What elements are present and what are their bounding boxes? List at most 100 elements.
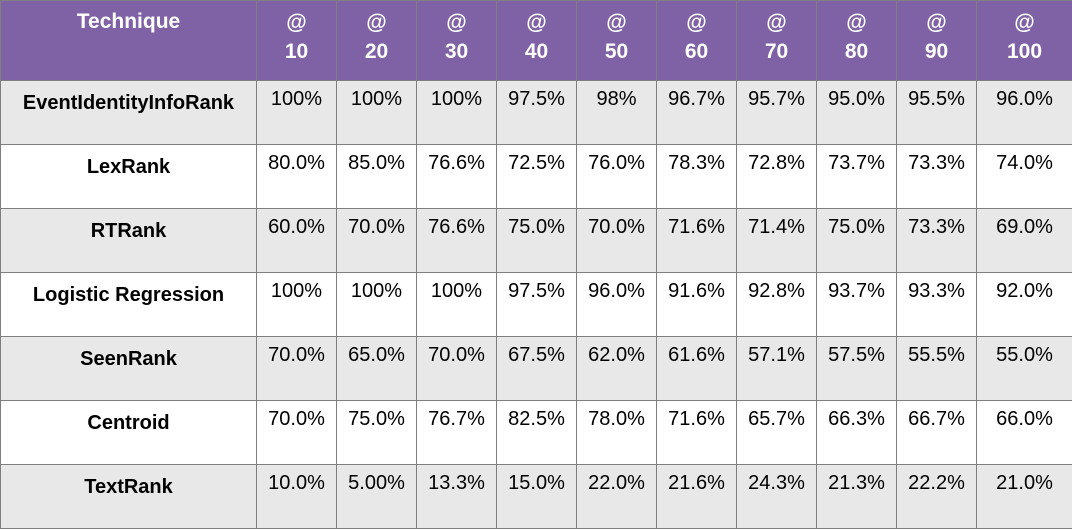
value-cell: 60.0%: [257, 209, 337, 273]
column-header-at-80: @80: [817, 1, 897, 81]
column-value-label: 60: [685, 40, 708, 63]
value-cell: 5.00%: [337, 465, 417, 529]
value-cell: 95.7%: [737, 81, 817, 145]
value-cell: 71.6%: [657, 401, 737, 465]
value-cell: 65.0%: [337, 337, 417, 401]
value-cell: 98%: [577, 81, 657, 145]
value-cell: 92.8%: [737, 273, 817, 337]
value-cell: 66.0%: [977, 401, 1072, 465]
value-cell: 78.3%: [657, 145, 737, 209]
header-row: Technique @10@20@30@40@50@60@70@80@90@10…: [1, 1, 1072, 81]
column-value-label: 10: [285, 40, 308, 63]
value-cell: 78.0%: [577, 401, 657, 465]
column-header-at-20: @20: [337, 1, 417, 81]
at-symbol: @: [337, 1, 416, 37]
technique-header: Technique: [1, 1, 257, 81]
column-value-label: 90: [925, 40, 948, 63]
at-symbol: @: [577, 1, 656, 37]
value-cell: 97.5%: [497, 81, 577, 145]
value-cell: 100%: [257, 273, 337, 337]
at-symbol: @: [497, 1, 576, 37]
value-cell: 76.0%: [577, 145, 657, 209]
value-cell: 80.0%: [257, 145, 337, 209]
value-cell: 66.3%: [817, 401, 897, 465]
value-cell: 82.5%: [497, 401, 577, 465]
value-cell: 72.5%: [497, 145, 577, 209]
value-cell: 22.2%: [897, 465, 977, 529]
value-cell: 75.0%: [337, 401, 417, 465]
value-cell: 95.0%: [817, 81, 897, 145]
column-header-at-100: @100: [977, 1, 1072, 81]
at-symbol: @: [737, 1, 816, 37]
value-cell: 66.7%: [897, 401, 977, 465]
column-header-at-90: @90: [897, 1, 977, 81]
value-cell: 10.0%: [257, 465, 337, 529]
column-value-label: 70: [765, 40, 788, 63]
value-cell: 95.5%: [897, 81, 977, 145]
column-value-label: 30: [445, 40, 468, 63]
value-cell: 69.0%: [977, 209, 1072, 273]
value-cell: 100%: [417, 273, 497, 337]
value-cell: 76.6%: [417, 209, 497, 273]
value-cell: 97.5%: [497, 273, 577, 337]
value-cell: 100%: [257, 81, 337, 145]
value-cell: 21.0%: [977, 465, 1072, 529]
value-cell: 73.3%: [897, 145, 977, 209]
value-cell: 71.6%: [657, 209, 737, 273]
value-cell: 70.0%: [337, 209, 417, 273]
value-cell: 13.3%: [417, 465, 497, 529]
at-symbol: @: [657, 1, 736, 37]
value-cell: 100%: [417, 81, 497, 145]
value-cell: 70.0%: [257, 401, 337, 465]
value-cell: 100%: [337, 81, 417, 145]
at-symbol: @: [817, 1, 896, 37]
column-header-at-40: @40: [497, 1, 577, 81]
value-cell: 72.8%: [737, 145, 817, 209]
column-value-label: 80: [845, 40, 868, 63]
at-symbol: @: [977, 1, 1072, 37]
value-cell: 92.0%: [977, 273, 1072, 337]
value-cell: 96.7%: [657, 81, 737, 145]
value-cell: 65.7%: [737, 401, 817, 465]
value-cell: 76.6%: [417, 145, 497, 209]
column-value-label: 50: [605, 40, 628, 63]
value-cell: 21.6%: [657, 465, 737, 529]
value-cell: 57.5%: [817, 337, 897, 401]
value-cell: 22.0%: [577, 465, 657, 529]
value-cell: 21.3%: [817, 465, 897, 529]
column-value-label: 100: [1007, 40, 1042, 63]
value-cell: 24.3%: [737, 465, 817, 529]
value-cell: 100%: [337, 273, 417, 337]
value-cell: 62.0%: [577, 337, 657, 401]
column-value-label: 20: [365, 40, 388, 63]
value-cell: 71.4%: [737, 209, 817, 273]
at-symbol: @: [897, 1, 976, 37]
value-cell: 85.0%: [337, 145, 417, 209]
technique-name-cell: RTRank: [1, 209, 257, 273]
technique-name-cell: Centroid: [1, 401, 257, 465]
value-cell: 55.5%: [897, 337, 977, 401]
technique-name-cell: TextRank: [1, 465, 257, 529]
column-header-at-30: @30: [417, 1, 497, 81]
value-cell: 96.0%: [577, 273, 657, 337]
column-header-at-50: @50: [577, 1, 657, 81]
column-header-at-70: @70: [737, 1, 817, 81]
value-cell: 55.0%: [977, 337, 1072, 401]
technique-name-cell: LexRank: [1, 145, 257, 209]
technique-name-cell: Logistic Regression: [1, 273, 257, 337]
column-header-at-10: @10: [257, 1, 337, 81]
value-cell: 70.0%: [577, 209, 657, 273]
value-cell: 57.1%: [737, 337, 817, 401]
column-value-label: 40: [525, 40, 548, 63]
value-cell: 73.7%: [817, 145, 897, 209]
at-symbol: @: [257, 1, 336, 37]
value-cell: 15.0%: [497, 465, 577, 529]
value-cell: 70.0%: [417, 337, 497, 401]
at-symbol: @: [417, 1, 496, 37]
